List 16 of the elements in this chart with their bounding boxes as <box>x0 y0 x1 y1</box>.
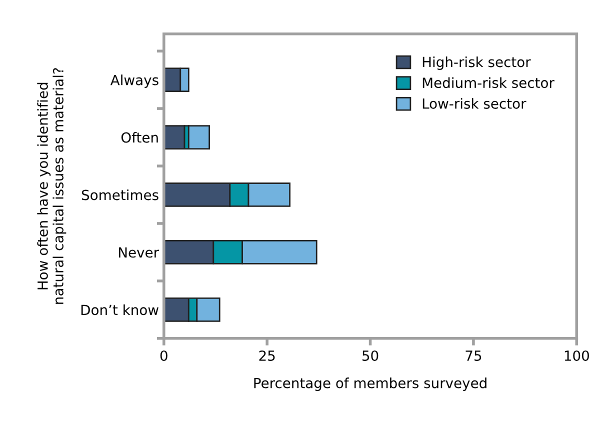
y-axis-title: How often have you identified natural capital issues as material? <box>37 68 66 304</box>
x-tick-label: 100 <box>564 350 589 361</box>
x-tick-label: 50 <box>362 350 378 361</box>
y-tick-label: Often <box>121 132 158 143</box>
y-tick-label: Never <box>118 247 160 258</box>
x-axis-title: Percentage of members surveyed <box>254 378 486 391</box>
bar <box>188 125 210 150</box>
legend-label: Medium-risk sector <box>422 77 554 88</box>
y-tick-label: Always <box>110 74 158 88</box>
legend-label: High-risk sector <box>422 56 531 70</box>
x-tick-label: 0 <box>160 350 168 361</box>
y-tick-label: Sometimes <box>82 189 158 200</box>
legend-label: Low-risk sector <box>422 98 526 109</box>
x-tick-label: 75 <box>466 350 482 361</box>
y-tick-label: Don’t know <box>81 304 158 316</box>
x-tick-label: 25 <box>259 350 275 361</box>
